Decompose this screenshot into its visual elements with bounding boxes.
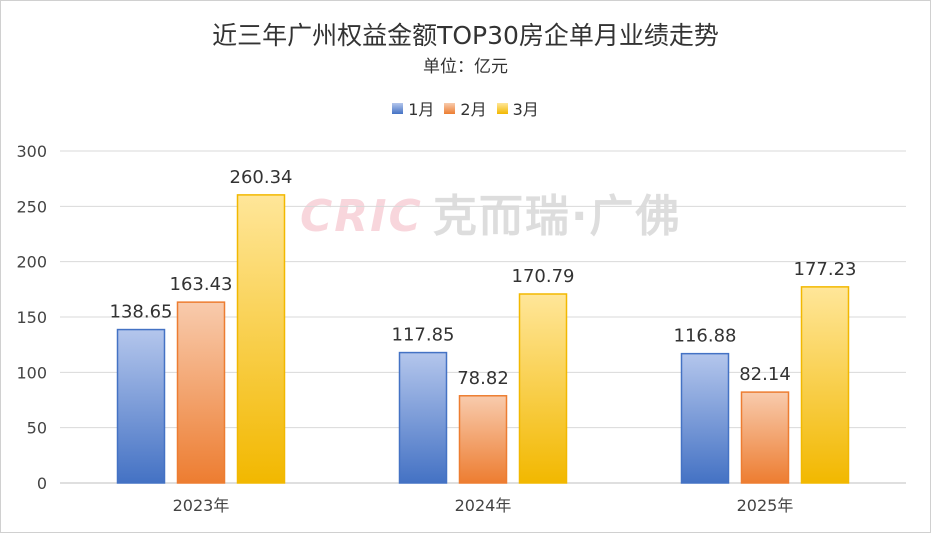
data-label-2-3: 170.79 [512, 266, 575, 287]
y-tick-label: 200 [16, 253, 47, 272]
legend-swatch-2 [444, 102, 456, 114]
chart-title: 近三年广州权益金额TOP30房企单月业绩走势 [212, 21, 719, 50]
legend-swatch-3 [496, 102, 508, 114]
data-label-3-3: 177.23 [794, 259, 857, 280]
y-tick-label: 100 [16, 363, 47, 382]
bar-2-2 [458, 395, 508, 484]
data-label-1-3: 260.34 [230, 167, 293, 188]
legend-label-2: 2月 [460, 100, 487, 119]
data-label-2-2: 78.82 [457, 368, 509, 389]
watermark-logo: CRIC 克而瑞·广佛 [300, 180, 682, 244]
y-tick-label: 0 [37, 474, 47, 493]
y-tick-label: 150 [16, 308, 47, 327]
bar-2-1 [398, 351, 448, 484]
bar-3-2 [740, 391, 790, 484]
legend-label-1: 1月 [408, 100, 435, 119]
x-tick-label: 2023年 [173, 496, 230, 515]
bar-3-3 [800, 286, 850, 484]
legend-item-2: 2月 [444, 96, 487, 120]
x-tick-label: 2025年 [737, 496, 794, 515]
bar-1-1 [116, 328, 166, 484]
bar-1-3 [236, 194, 286, 484]
watermark-latin: CRIC [300, 191, 423, 242]
data-label-2-1: 117.85 [392, 325, 455, 346]
data-label-3-2: 82.14 [739, 364, 791, 385]
y-tick-label: 300 [16, 142, 47, 161]
bar-1-2 [176, 301, 226, 484]
legend-swatch-1 [392, 102, 404, 114]
legend: 1月 2月 3月 [0, 96, 931, 120]
legend-item-3: 3月 [496, 96, 539, 120]
data-label-3-1: 116.88 [674, 326, 737, 347]
watermark-cn: 克而瑞·广佛 [432, 191, 682, 242]
x-tick-label: 2024年 [455, 496, 512, 515]
bar-2-3 [518, 293, 568, 484]
y-tick-label: 50 [27, 419, 47, 438]
legend-label-3: 3月 [512, 100, 539, 119]
y-tick-label: 250 [16, 197, 47, 216]
data-label-1-1: 138.65 [110, 302, 173, 323]
data-label-1-2: 163.43 [170, 274, 233, 295]
chart-subtitle: 单位：亿元 [423, 57, 508, 77]
legend-item-1: 1月 [392, 96, 434, 120]
bar-3-1 [680, 352, 730, 484]
